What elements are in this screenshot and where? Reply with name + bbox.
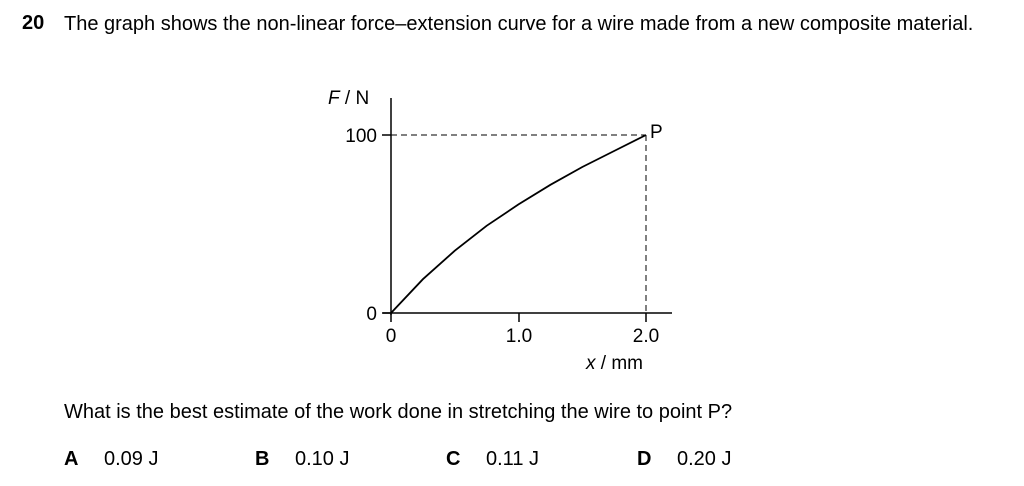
y-tick-label-100: 100 xyxy=(345,126,377,147)
y-axis-label: F / N xyxy=(328,88,369,109)
point-p-label: P xyxy=(650,122,663,143)
x-tick-label-0: 0 xyxy=(386,326,397,347)
option-d-letter: D xyxy=(637,448,652,470)
option-b-value: 0.10 J xyxy=(295,448,350,470)
option-a-letter: A xyxy=(64,448,79,470)
x-tick-label-1: 1.0 xyxy=(506,326,532,347)
x-tick-label-2: 2.0 xyxy=(633,326,659,347)
question-stem: The graph shows the non-linear force–ext… xyxy=(64,13,974,35)
question-prompt: What is the best estimate of the work do… xyxy=(64,401,733,423)
question-number: 20 xyxy=(22,12,45,34)
force-extension-curve xyxy=(390,134,647,314)
option-b[interactable]: B 0.10 J xyxy=(255,448,349,471)
y-axis-unit: / N xyxy=(340,88,370,109)
y-axis-var: F xyxy=(328,88,341,109)
option-d-value: 0.20 J xyxy=(677,448,732,470)
x-axis-unit: / mm xyxy=(596,353,644,374)
option-c-letter: C xyxy=(446,448,461,470)
x-axis-label: x / mm xyxy=(585,353,643,374)
option-c[interactable]: C 0.11 J xyxy=(446,448,539,471)
y-tick-label-0: 0 xyxy=(366,304,377,325)
x-axis-var: x xyxy=(585,353,597,374)
option-c-value: 0.11 J xyxy=(486,448,539,470)
option-a[interactable]: A 0.09 J xyxy=(64,448,158,471)
force-extension-graph: F / N x / mm 100 0 0 1.0 2.0 P xyxy=(328,88,672,374)
option-b-letter: B xyxy=(255,448,270,470)
option-a-value: 0.09 J xyxy=(104,448,159,470)
option-d[interactable]: D 0.20 J xyxy=(637,448,731,471)
